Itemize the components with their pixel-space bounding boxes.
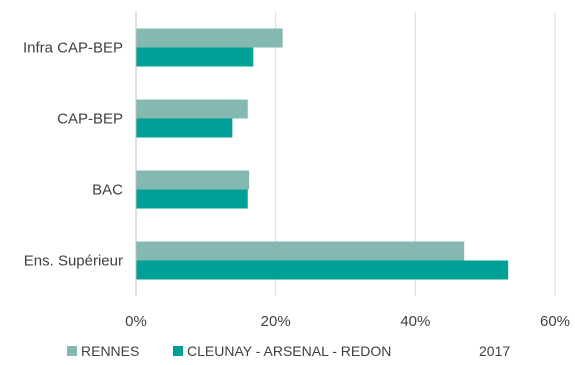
y-axis: Infra CAP-BEP CAP-BEP BAC Ens. Supérieur — [23, 12, 137, 296]
bar-rennes-1 — [136, 99, 248, 119]
legend-label: RENNES — [81, 343, 139, 359]
bar-rennes-2 — [136, 170, 250, 190]
legend-year: 2017 — [479, 343, 510, 359]
legend-label: CLEUNAY - ARSENAL - REDON — [187, 343, 391, 359]
legend-swatch — [67, 346, 77, 356]
x-tick-label: 40% — [400, 313, 430, 330]
y-tick-label: CAP-BEP — [57, 111, 123, 128]
y-tick-label: Infra CAP-BEP — [23, 40, 123, 57]
x-axis: 0% 20% 40% 60% — [125, 313, 570, 330]
bar-cleunay-0 — [136, 47, 254, 67]
legend: RENNES CLEUNAY - ARSENAL - REDON 2017 — [67, 343, 510, 359]
x-tick-label: 60% — [540, 313, 570, 330]
legend-swatch — [173, 346, 183, 356]
bar-cleunay-1 — [136, 118, 233, 138]
y-tick-label: Ens. Supérieur — [24, 253, 123, 270]
bar-rennes-0 — [136, 28, 283, 48]
x-tick-label: 20% — [261, 313, 291, 330]
bar-cleunay-3 — [136, 260, 509, 280]
x-tick-label: 0% — [125, 313, 147, 330]
bars — [136, 28, 509, 280]
bar-rennes-3 — [136, 241, 465, 261]
y-tick-label: BAC — [92, 182, 123, 199]
bar-cleunay-2 — [136, 189, 248, 209]
